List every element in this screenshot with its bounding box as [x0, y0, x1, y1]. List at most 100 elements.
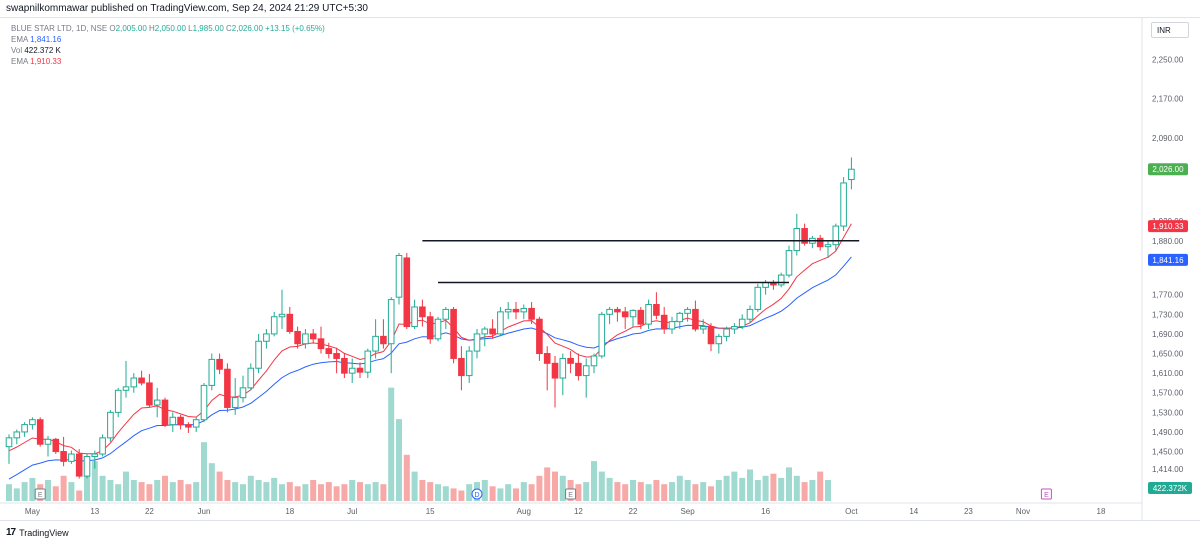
candle-body [590, 355, 598, 367]
volume-bar [778, 477, 785, 501]
candle-body [559, 357, 567, 379]
candle-body [356, 367, 364, 373]
x-tick-label: Jun [198, 507, 211, 516]
candle-body [575, 362, 582, 377]
volume-bar [770, 473, 777, 501]
candle-body [504, 308, 512, 313]
footer-brand: TradingView [19, 527, 69, 538]
volume-bar [138, 482, 145, 501]
legend-ema-fast-row[interactable]: EMA 1,841.16 [11, 34, 325, 45]
volume-bar [520, 482, 527, 501]
x-tick-label: 12 [574, 507, 583, 516]
volume-bar [294, 486, 301, 501]
candle-body [216, 358, 223, 370]
y-tick-label: 1,880.00 [1152, 237, 1184, 246]
volume-bar [669, 482, 675, 501]
legend-h-label: H [149, 24, 155, 33]
tradingview-logo-icon: 17 [6, 527, 16, 538]
candle-body [551, 362, 559, 379]
volume-bar [606, 477, 613, 501]
candle-body [692, 308, 699, 330]
candle-body [598, 313, 606, 357]
candle-body [309, 333, 317, 340]
candle-body [512, 308, 520, 313]
volume-bar [614, 482, 621, 501]
legend-vol-row[interactable]: Vol 422.372 K [11, 45, 325, 56]
volume-label-bg [1148, 482, 1192, 494]
candle-body [473, 333, 481, 352]
earnings-marker [34, 488, 46, 500]
candle-body [450, 308, 457, 359]
candle-body [489, 328, 496, 335]
legend: BLUE STAR LTD, 1D, NSE O2,005.00 H2,050.… [11, 23, 325, 67]
volume-bar [630, 480, 636, 501]
y-tick-label: 2,170.00 [1152, 95, 1184, 104]
y-tick-label: 1,650.00 [1152, 350, 1184, 359]
candle-body [832, 225, 840, 246]
candle-body [317, 338, 325, 350]
volume-bar [723, 475, 730, 501]
candle-body [707, 326, 715, 345]
trendlines [422, 240, 860, 284]
candle-body [684, 308, 691, 314]
volume-bar [747, 469, 753, 501]
volume-bar [497, 488, 504, 501]
candle-body [177, 416, 184, 426]
legend-ema-slow-row[interactable]: EMA 1,910.33 [11, 56, 325, 67]
volume-bar [146, 484, 153, 501]
candle-body [83, 455, 91, 477]
candle-body [653, 304, 660, 316]
volume-bar [692, 484, 699, 501]
candle-body [723, 328, 730, 337]
candle-body [801, 228, 808, 244]
volume-bar [349, 480, 356, 501]
candle-body [21, 424, 28, 433]
legend-vol-label: Vol [11, 46, 23, 55]
volume-bar [793, 475, 800, 501]
candle-body [637, 309, 645, 325]
candle-body [793, 228, 801, 252]
legend-o-label: O [109, 24, 116, 33]
volume-bar [645, 484, 652, 501]
candle-body [738, 318, 746, 328]
volume-bar [107, 480, 114, 501]
candle-body [107, 411, 114, 439]
volume-bar [708, 486, 714, 501]
volume-bar [6, 484, 12, 501]
volume-bar [552, 471, 558, 501]
candle-body [5, 437, 13, 448]
candle-body [325, 348, 333, 355]
candle-body [36, 419, 44, 445]
candle-body [341, 357, 348, 374]
volume-bar [310, 480, 317, 501]
volume-bar [622, 484, 629, 501]
volume-bar [598, 471, 605, 501]
x-tick-label: Aug [517, 507, 531, 516]
candle-body [153, 399, 161, 406]
currency-button[interactable]: INR [1151, 22, 1189, 38]
candle-body [200, 384, 208, 421]
candle-body [528, 307, 535, 320]
candle-body [286, 313, 294, 332]
candle-body [263, 333, 270, 342]
volume-bar [458, 490, 465, 501]
ema-slow-price-label-bg [1148, 220, 1188, 233]
candle-body [122, 386, 130, 391]
candle-body [60, 451, 67, 462]
candle-body [442, 308, 450, 320]
volume-bar [177, 480, 184, 501]
candle-body [536, 318, 543, 355]
candle-body [270, 316, 278, 335]
ema-lines [8, 223, 852, 480]
volume-bar [13, 488, 20, 501]
x-tick-label: Oct [845, 507, 858, 516]
volume-bar [76, 490, 83, 501]
volume-bar [731, 471, 738, 501]
x-tick-label: 22 [629, 507, 638, 516]
x-tick-label: 23 [964, 507, 973, 516]
x-tick-label: 16 [761, 507, 770, 516]
volume-bar [84, 456, 90, 501]
legend-symbol: BLUE STAR LTD, 1D, NSE [11, 24, 108, 33]
volume-bar [216, 471, 223, 501]
